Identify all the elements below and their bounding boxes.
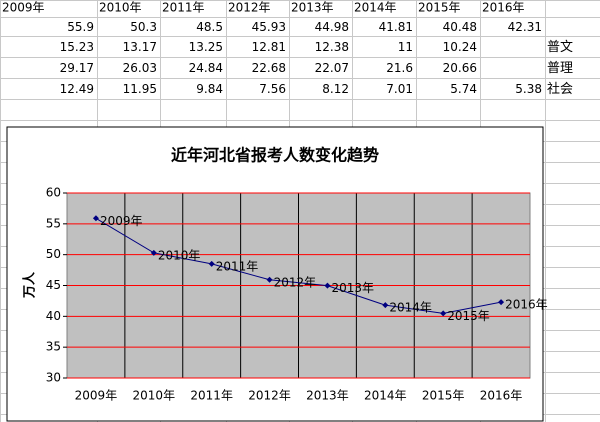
number-cell: 22.07 <box>315 61 349 75</box>
series-line <box>95 217 502 314</box>
y-tick-label: 40 <box>46 309 61 323</box>
y-tick-label: 55 <box>46 216 61 230</box>
data-point <box>324 282 331 289</box>
x-tick-label: 2012年 <box>248 389 291 403</box>
number-cell: 45.93 <box>252 20 286 34</box>
number-cell: 21.6 <box>386 61 413 75</box>
x-tick-label: 2010年 <box>133 389 176 403</box>
header-cell: 2009年 <box>2 1 45 15</box>
label-cell: 普理 <box>547 61 573 76</box>
number-cell: 12.38 <box>315 40 349 54</box>
header-cell: 2014年 <box>354 1 397 15</box>
number-cell: 11.95 <box>123 82 157 96</box>
header-cell: 2013年 <box>291 1 334 15</box>
number-cell: 48.5 <box>196 20 223 34</box>
number-cell: 20.66 <box>443 61 477 75</box>
x-tick-label: 2014年 <box>364 389 407 403</box>
point-label: 2009年 <box>100 214 143 228</box>
y-tick-label: 50 <box>46 247 61 261</box>
number-cell: 26.03 <box>123 61 157 75</box>
number-cell: 50.3 <box>130 20 157 34</box>
number-cell: 8.12 <box>322 82 349 96</box>
point-label: 2013年 <box>331 281 374 295</box>
data-point <box>150 249 157 256</box>
data-point <box>92 215 99 222</box>
label-cell: 社会 <box>547 81 573 97</box>
number-cell: 12.81 <box>252 40 286 54</box>
data-point <box>208 260 215 267</box>
y-tick-label: 60 <box>46 186 61 200</box>
data-point <box>382 302 389 309</box>
header-cell: 2015年 <box>418 1 461 15</box>
header-cell: 2016年 <box>482 1 525 15</box>
number-cell: 13.17 <box>123 40 157 54</box>
number-cell: 22.68 <box>252 61 286 75</box>
x-tick-label: 2016年 <box>480 389 523 403</box>
number-cell: 5.38 <box>515 82 542 96</box>
x-tick-label: 2013年 <box>306 389 349 403</box>
number-cell: 12.49 <box>60 82 94 96</box>
data-point <box>498 299 505 306</box>
number-cell: 9.84 <box>196 82 223 96</box>
chart: 30 35 40 45 50 55 60 2009年 2010年 2011年 2012年 2013年 2… <box>46 186 548 403</box>
number-cell: 24.84 <box>189 61 223 75</box>
x-tick-label: 2011年 <box>190 389 233 403</box>
number-cell: 13.25 <box>189 40 223 54</box>
number-cell: 41.81 <box>379 20 413 34</box>
header-cell: 2011年 <box>162 1 205 15</box>
data-point <box>440 310 447 317</box>
y-axis-label: 万人 <box>22 271 38 299</box>
number-cell: 42.31 <box>508 20 542 34</box>
y-tick-label: 35 <box>46 340 61 354</box>
point-label: 2011年 <box>216 259 259 273</box>
number-cell: 11 <box>398 40 413 54</box>
number-cell: 7.01 <box>386 82 413 96</box>
point-label: 2010年 <box>158 248 201 262</box>
x-tick-label: 2015年 <box>422 389 465 403</box>
y-tick-label: 45 <box>46 278 61 292</box>
number-cell: 44.98 <box>315 20 349 34</box>
header-cell: 2010年 <box>99 1 142 15</box>
number-cell: 5.74 <box>450 82 477 96</box>
data-point <box>266 276 273 283</box>
point-label: 2012年 <box>274 275 317 289</box>
x-tick-label: 2009年 <box>75 389 118 403</box>
point-label: 2015年 <box>447 309 490 323</box>
number-cell: 29.17 <box>60 61 94 75</box>
number-cell: 15.23 <box>60 40 94 54</box>
point-label: 2014年 <box>389 301 432 315</box>
label-cell: 普文 <box>547 40 573 55</box>
number-cell: 7.56 <box>259 82 286 96</box>
point-label: 2016年 <box>505 298 548 312</box>
sheet-cells: 2009年 2010年 2011年 2012年 2013年 2014年 2015年 2016年… <box>2 1 573 98</box>
y-tick-label: 30 <box>46 371 61 385</box>
number-cell: 40.48 <box>443 20 477 34</box>
chart-title: 近年河北省报考人数变化趋势 <box>171 146 379 165</box>
number-cell: 10.24 <box>443 40 477 54</box>
header-cell: 2012年 <box>228 1 271 15</box>
number-cell: 55.9 <box>67 20 94 34</box>
